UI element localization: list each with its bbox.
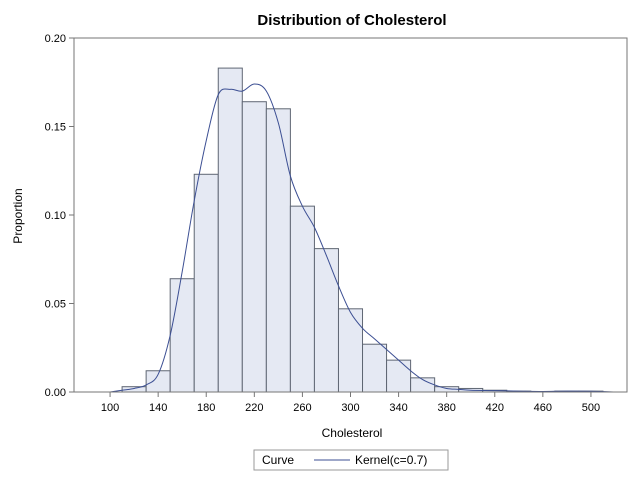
x-tick-label: 340 [389,402,407,414]
legend-kernel-label: Kernel(c=0.7) [355,453,427,467]
x-tick-label: 260 [293,402,311,414]
histogram-bar [169,278,195,393]
histogram-bar [217,67,243,393]
x-tick-label: 220 [245,402,263,414]
legend: Curve Kernel(c=0.7) [253,449,449,471]
histogram-bar [337,308,364,393]
y-axis: 0.00 0.05 0.10 0.15 0.20 [45,33,74,399]
histogram-bar [265,108,291,393]
y-tick-label: 0.05 [45,299,66,311]
chart-title: Distribution of Cholesterol [257,12,446,29]
histogram-bar [362,343,388,393]
x-tick-label: 460 [534,402,552,414]
x-axis: 100 140 180 220 260 300 340 380 420 460 500 [101,392,600,414]
histogram-bar [193,173,219,393]
y-tick-label: 0.00 [45,387,66,399]
histogram-bar [241,101,267,393]
x-tick-label: 380 [437,402,455,414]
y-tick-label: 0.10 [45,210,66,222]
histogram-bars [121,67,604,393]
x-tick-label: 140 [149,402,167,414]
y-tick-label: 0.20 [45,33,66,45]
histogram-bar [313,248,339,393]
y-axis-label: Proportion [11,188,25,243]
histogram-bar [386,359,412,393]
x-tick-label: 300 [341,402,359,414]
histogram-bar [289,205,315,393]
y-tick-label: 0.15 [45,122,66,134]
x-tick-label: 180 [197,402,215,414]
x-axis-label: Cholesterol [322,426,383,440]
kernel-density-curve [109,83,615,393]
x-tick-label: 500 [582,402,600,414]
legend-title: Curve [262,453,294,467]
x-tick-label: 100 [101,402,119,414]
x-tick-label: 420 [486,402,504,414]
legend-frame [253,449,449,471]
